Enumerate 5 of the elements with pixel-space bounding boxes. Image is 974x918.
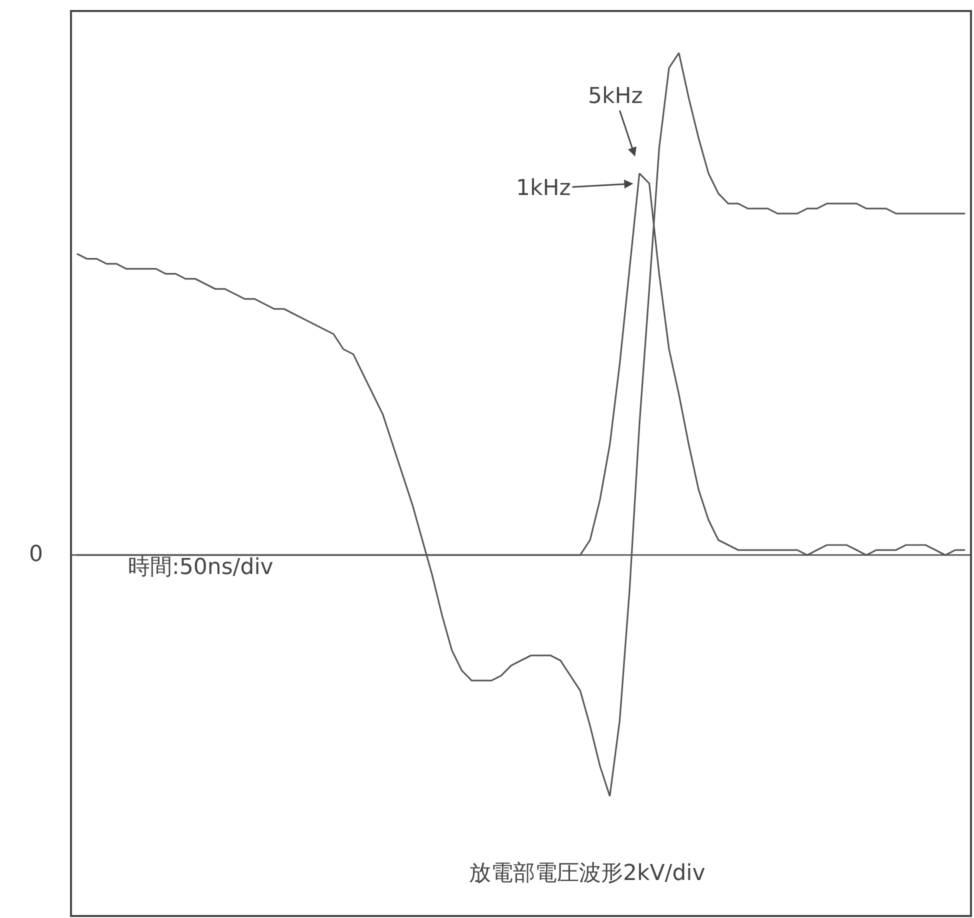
text: 0 — [29, 542, 43, 567]
annotation: 時間:50ns/div — [128, 555, 274, 580]
annotation: 5kHz — [588, 84, 643, 109]
annotation: 1kHz — [516, 176, 571, 201]
text: 放電部電圧波形2kV/div — [469, 861, 706, 886]
